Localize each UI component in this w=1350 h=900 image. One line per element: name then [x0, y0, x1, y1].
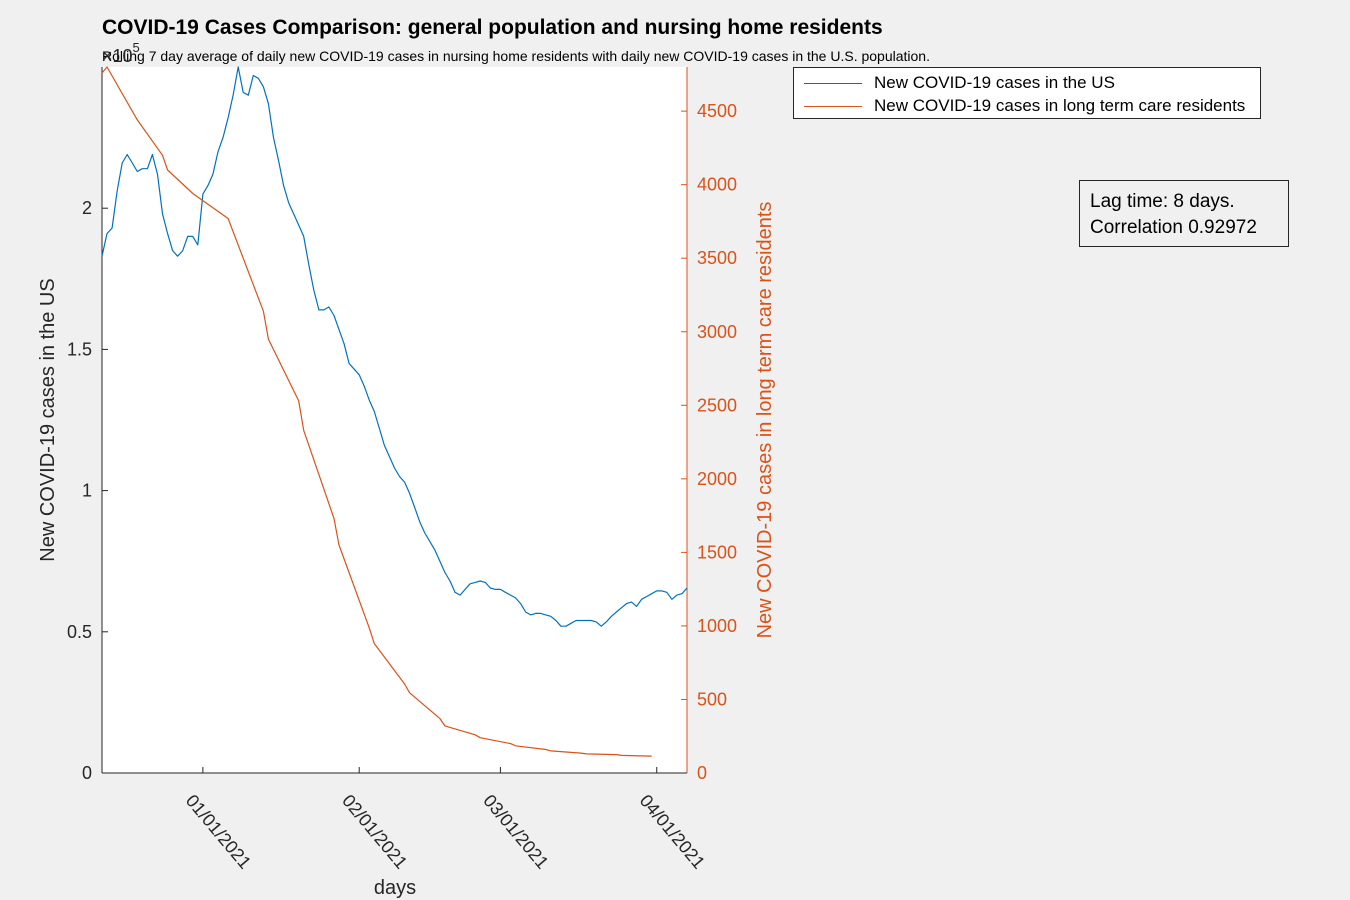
series-line-ltc — [101, 66, 652, 757]
x-tick-label: 04/01/2021 — [636, 791, 709, 873]
x-tick-label: 03/01/2021 — [479, 791, 552, 873]
x-tick-label: 02/01/2021 — [338, 791, 411, 873]
right-tick-label: 1500 — [697, 542, 737, 562]
right-tick-label: 3500 — [697, 248, 737, 268]
x-axis: 01/01/2021 02/01/2021 03/01/2021 04/01/2021 — [102, 767, 709, 873]
legend-item-us[interactable]: New COVID-19 cases in the US — [804, 72, 1115, 94]
right-tick-label: 1000 — [697, 616, 737, 636]
annotation-correlation: Correlation 0.92972 — [1090, 217, 1257, 238]
plot-area — [102, 67, 687, 773]
left-axis-exponent: ×105 — [102, 40, 140, 66]
chart-subtitle: Rolling 7 day average of daily new COVID… — [102, 48, 930, 64]
legend-swatch-us — [804, 82, 862, 84]
legend-label-ltc: New COVID-19 cases in long term care res… — [874, 96, 1246, 115]
left-tick-label: 0.5 — [67, 622, 92, 642]
left-axis-label: New COVID-19 cases in the US — [37, 278, 59, 561]
series-line-us — [101, 66, 688, 627]
series-layer — [101, 66, 688, 757]
left-tick-label: 1 — [82, 481, 92, 501]
right-tick-label: 2500 — [697, 395, 737, 415]
left-axis: 0 0.5 1 1.5 2 — [67, 67, 108, 783]
right-axis-label: New COVID-19 cases in long term care res… — [754, 202, 776, 639]
left-tick-label: 1.5 — [67, 339, 92, 359]
x-tick-label: 01/01/2021 — [182, 791, 255, 873]
legend-swatch-ltc — [804, 105, 862, 107]
left-tick-label: 0 — [82, 763, 92, 783]
left-tick-label: 2 — [82, 198, 92, 218]
legend[interactable]: New COVID-19 cases in the US New COVID-1… — [793, 67, 1261, 119]
legend-label-us: New COVID-19 cases in the US — [874, 73, 1115, 92]
annotation-box: Lag time: 8 days. Correlation 0.92972 — [1079, 180, 1289, 247]
legend-item-ltc[interactable]: New COVID-19 cases in long term care res… — [804, 95, 1245, 117]
right-tick-label: 4000 — [697, 175, 737, 195]
chart-title: COVID-19 Cases Comparison: general popul… — [102, 16, 883, 39]
right-tick-label: 0 — [697, 763, 707, 783]
right-tick-label: 500 — [697, 689, 727, 709]
annotation-lag-time: Lag time: 8 days. — [1090, 191, 1235, 212]
right-tick-label: 2000 — [697, 469, 737, 489]
right-tick-label: 4500 — [697, 101, 737, 121]
x-axis-label: days — [374, 877, 416, 899]
right-tick-label: 3000 — [697, 322, 737, 342]
right-axis: 0 500 1000 1500 2000 2500 3000 3500 4000 4500 — [681, 67, 737, 783]
